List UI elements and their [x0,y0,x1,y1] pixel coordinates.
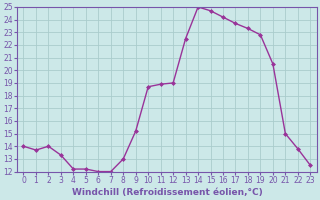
X-axis label: Windchill (Refroidissement éolien,°C): Windchill (Refroidissement éolien,°C) [72,188,262,197]
